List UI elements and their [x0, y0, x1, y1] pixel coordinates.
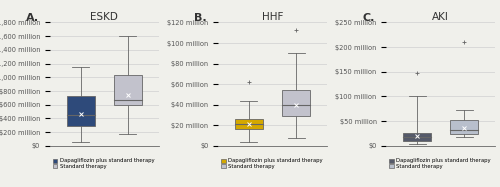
Legend: Dapagliflozin plus standard therapy, Standard therapy: Dapagliflozin plus standard therapy, Sta…	[221, 158, 322, 169]
FancyBboxPatch shape	[66, 96, 95, 126]
Title: AKI: AKI	[432, 12, 449, 22]
Text: B.: B.	[194, 13, 207, 23]
Title: HHF: HHF	[262, 12, 283, 22]
Text: A.: A.	[26, 13, 39, 23]
Title: ESKD: ESKD	[90, 12, 118, 22]
FancyBboxPatch shape	[403, 133, 432, 141]
Legend: Dapagliflozin plus standard therapy, Standard therapy: Dapagliflozin plus standard therapy, Sta…	[52, 158, 154, 169]
FancyBboxPatch shape	[234, 119, 263, 129]
FancyBboxPatch shape	[282, 90, 310, 116]
Text: C.: C.	[362, 13, 375, 23]
Legend: Dapagliflozin plus standard therapy, Standard therapy: Dapagliflozin plus standard therapy, Sta…	[389, 158, 490, 169]
FancyBboxPatch shape	[114, 75, 142, 105]
FancyBboxPatch shape	[450, 120, 478, 134]
